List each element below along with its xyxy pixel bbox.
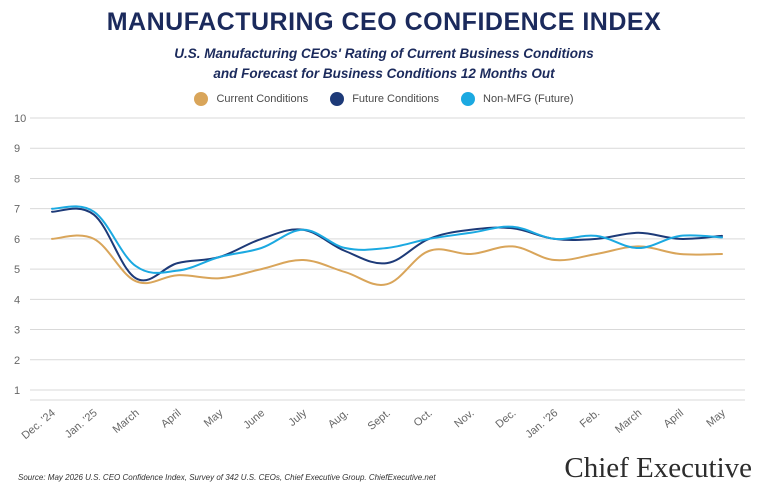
- x-tick-label: March: [111, 407, 142, 436]
- y-tick-label: 2: [14, 355, 20, 367]
- subtitle-line-2: and Forecast for Business Conditions 12 …: [213, 66, 555, 81]
- x-tick-label: Nov.: [452, 407, 476, 430]
- y-tick-label: 4: [14, 294, 20, 306]
- legend-swatch-nonmfg: [461, 92, 476, 106]
- y-tick-label: 5: [14, 264, 20, 276]
- source-note: Source: May 2026 U.S. CEO Confidence Ind…: [18, 473, 436, 482]
- legend-item-nonmfg: Non-MFG (Future): [461, 92, 574, 106]
- x-tick-label: Jan. '25: [63, 407, 100, 441]
- x-tick-label: March: [613, 407, 644, 436]
- y-tick-label: 3: [14, 325, 20, 337]
- x-tick-label: Jan. '26: [523, 407, 560, 441]
- y-tick-label: 8: [14, 173, 20, 185]
- legend-item-current: Current Conditions: [194, 92, 308, 106]
- x-tick-label: May: [704, 407, 728, 430]
- y-tick-label: 9: [14, 143, 20, 155]
- legend-label-future: Future Conditions: [352, 93, 440, 105]
- series-line-nonmfg: [51, 205, 723, 274]
- y-tick-label: 1: [14, 385, 20, 397]
- x-tick-label: Dec. '24: [20, 407, 58, 442]
- x-tick-label: Aug.: [326, 407, 351, 431]
- x-tick-label: June: [241, 407, 267, 432]
- chart-title: MANUFACTURING CEO CONFIDENCE INDEX: [106, 8, 662, 36]
- legend-label-current: Current Conditions: [216, 93, 309, 105]
- y-tick-label: 10: [14, 113, 26, 125]
- series-line-future: [51, 207, 723, 282]
- y-tick-label: 6: [14, 234, 20, 246]
- series-line-current: [51, 234, 723, 286]
- x-tick-label: Sept.: [366, 407, 393, 433]
- legend-label-nonmfg: Non-MFG (Future): [483, 93, 574, 105]
- chart-legend: Current Conditions Future Conditions Non…: [0, 92, 768, 106]
- x-tick-label: May: [202, 407, 226, 430]
- x-tick-label: April: [661, 407, 686, 430]
- legend-swatch-current: [194, 92, 209, 106]
- subtitle-line-1: U.S. Manufacturing CEOs' Rating of Curre…: [174, 46, 594, 61]
- legend-swatch-future: [330, 92, 345, 106]
- legend-item-future: Future Conditions: [330, 92, 439, 106]
- x-tick-label: Dec.: [494, 407, 519, 431]
- x-tick-label: Oct.: [412, 407, 435, 429]
- y-tick-label: 7: [14, 204, 20, 216]
- x-tick-label: July: [286, 407, 309, 429]
- chart-subtitle: U.S. Manufacturing CEOs' Rating of Curre…: [0, 44, 768, 84]
- x-tick-label: April: [159, 407, 184, 430]
- x-tick-label: Feb.: [578, 407, 603, 430]
- brand-logo: Chief Executive: [564, 452, 752, 484]
